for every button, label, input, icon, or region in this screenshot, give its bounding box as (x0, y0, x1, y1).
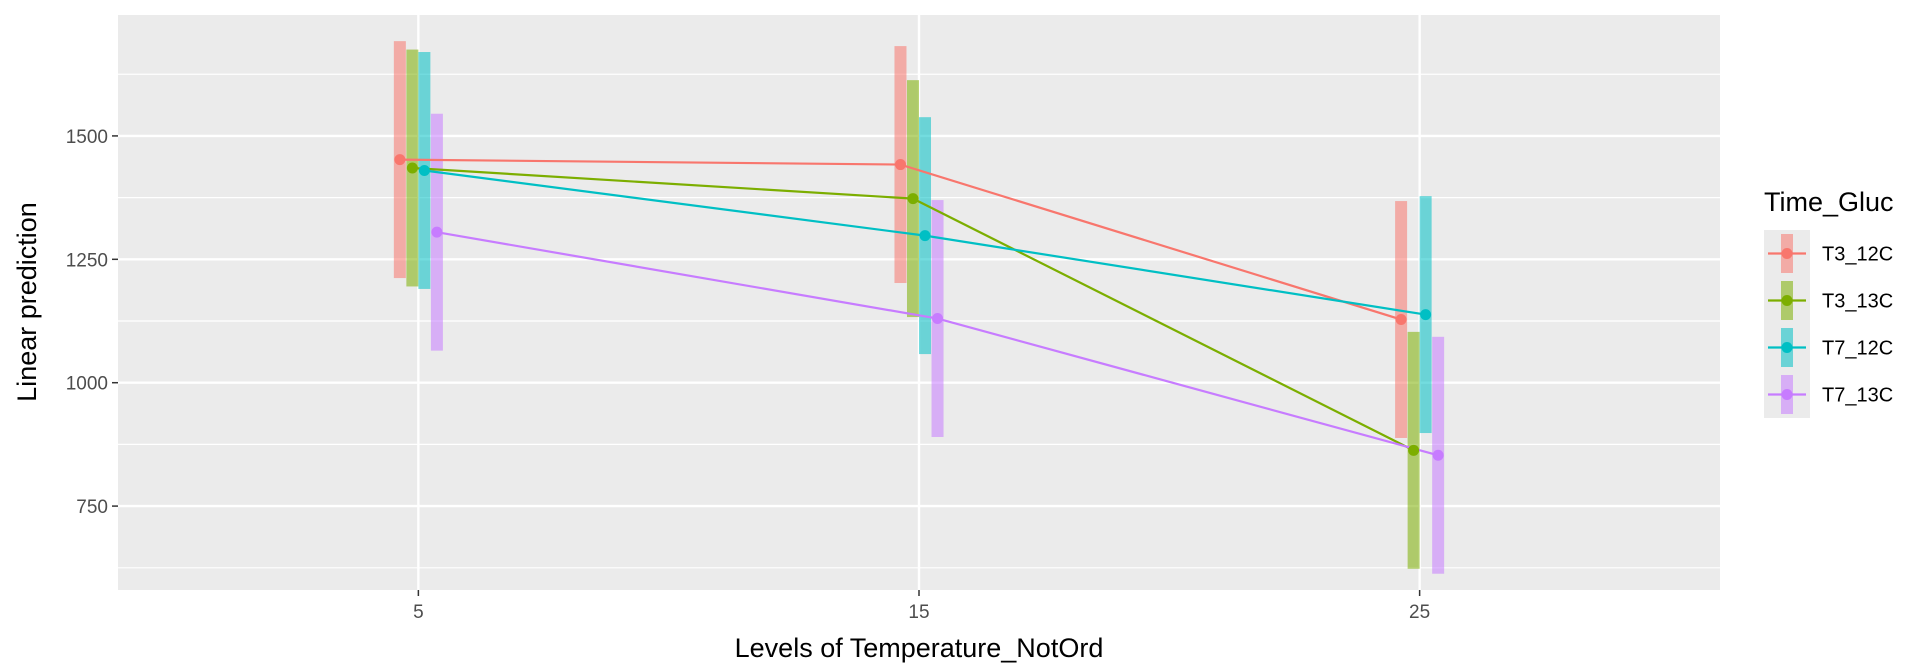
y-tick-label: 750 (76, 497, 108, 518)
major-gridlines (118, 15, 1720, 590)
data-point-t3-12c (1395, 314, 1407, 326)
x-tick-label: 5 (413, 602, 424, 623)
legend-label: T3_13C (1822, 291, 1893, 313)
series-points (394, 154, 1444, 461)
data-point-t7-13c (932, 313, 944, 325)
legend-label: T7_13C (1822, 385, 1893, 407)
legend-item-t7-12c: T7_12C (1764, 324, 1893, 371)
data-point-t3-13c (406, 162, 418, 174)
legend-label: T3_12C (1822, 244, 1893, 266)
legend-item-t3-13c: T3_13C (1764, 277, 1893, 324)
data-point-t3-13c (1408, 444, 1420, 456)
legend: Time_Gluc T3_12C T3_13C T7_12C T7_13C (1764, 187, 1894, 418)
legend-items: T3_12C T3_13C T7_12C T7_13C (1764, 230, 1893, 418)
legend-key-point (1781, 342, 1793, 353)
y-tick-label: 1250 (66, 250, 108, 271)
legend-label: T7_12C (1822, 338, 1893, 360)
data-point-t3-12c (894, 159, 906, 171)
y-tick-label: 1000 (66, 374, 108, 395)
x-tick-label: 15 (908, 602, 929, 623)
data-point-t3-13c (907, 193, 919, 205)
legend-item-t3-12c: T3_12C (1764, 230, 1893, 277)
y-axis: 750 1000 1250 1500 (66, 127, 118, 518)
legend-key-point (1781, 389, 1793, 400)
legend-key-point (1781, 248, 1793, 259)
legend-title: Time_Gluc (1764, 187, 1894, 217)
legend-item-t7-13c: T7_13C (1764, 371, 1893, 418)
legend-key-point (1781, 295, 1793, 306)
x-tick-label: 25 (1409, 602, 1430, 623)
x-axis: 5 15 25 (413, 590, 1430, 623)
y-axis-title: Linear prediction (12, 202, 42, 402)
data-point-t7-12c (919, 230, 931, 242)
data-point-t7-12c (1420, 309, 1432, 321)
data-point-t3-12c (394, 154, 406, 166)
data-point-t7-13c (1432, 449, 1444, 461)
y-tick-label: 1500 (66, 127, 108, 148)
data-point-t7-12c (418, 164, 430, 176)
data-point-t7-13c (431, 226, 443, 238)
x-axis-title: Levels of Temperature_NotOrd (735, 633, 1104, 663)
